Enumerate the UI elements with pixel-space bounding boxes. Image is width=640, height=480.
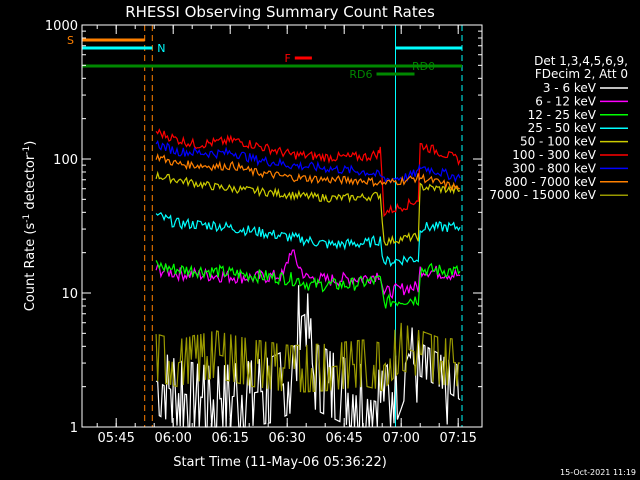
legend-label-7000-15000-kev: 7000 - 15000 keV (489, 188, 596, 202)
legend-label-800-7000-kev: 800 - 7000 keV (505, 175, 597, 189)
x-tick-label: 05:45 (97, 431, 134, 446)
series-line-6-12-kev (155, 249, 461, 300)
series-line-800-7000-kev (155, 153, 461, 191)
x-tick-label: 07:15 (439, 431, 476, 446)
x-tick-label: 06:00 (154, 431, 191, 446)
x-tick-label: 06:15 (211, 431, 248, 446)
legend-label-100-300-kev: 100 - 300 keV (512, 148, 596, 162)
y-label-sup2: -1 (22, 146, 32, 155)
series-line-12-25-kev (155, 260, 461, 309)
legend-label-3-6-kev: 3 - 6 keV (543, 81, 597, 95)
y-tick-label: 10 (61, 287, 78, 302)
legend: Det 1,3,4,5,6,9, FDecim 2, Att 0 3 - 6 k… (489, 54, 628, 202)
x-tick-label: 07:00 (382, 431, 419, 446)
plot-area: S N F RD0 RD6 (67, 25, 463, 428)
y-label-end: ) (23, 141, 38, 146)
y-tick-label: 1 (70, 421, 78, 436)
status-bar-label-rd0: RD0 (412, 60, 435, 73)
footer-timestamp: 15-Oct-2021 11:19 (560, 468, 636, 477)
series-line-7000-15000-kev (155, 322, 461, 393)
legend-header-1: Det 1,3,4,5,6,9, (534, 54, 628, 68)
legend-label-50-100-kev: 50 - 100 keV (520, 135, 597, 149)
x-tick-label: 06:30 (268, 431, 305, 446)
status-bar-label-s: S (67, 34, 74, 47)
plot-frame (81, 24, 483, 428)
y-label-mid: detector (23, 154, 38, 214)
y-label-sup1: -1 (22, 214, 32, 223)
status-bar-label-f: F (284, 52, 290, 65)
y-label-main: Count Rate (s (23, 223, 38, 312)
x-tick-label: 06:45 (325, 431, 362, 446)
series-line-300-800-kev (155, 139, 461, 184)
status-bar-label-n: N (157, 42, 165, 55)
y-tick-label: 1000 (45, 19, 78, 34)
status-bar-label-rd6: RD6 (349, 68, 372, 81)
legend-label-300-800-kev: 300 - 800 keV (512, 161, 596, 175)
legend-header-2: FDecim 2, Att 0 (535, 67, 628, 81)
series-line-50-100-kev (155, 170, 461, 246)
x-axis-label: Start Time (11-May-06 05:36:22) (173, 455, 387, 470)
series-line-25-50-kev (155, 211, 461, 268)
y-tick-label: 100 (53, 153, 78, 168)
legend-label-12-25-kev: 12 - 25 keV (528, 108, 597, 122)
legend-label-25-50-kev: 25 - 50 keV (528, 121, 597, 135)
series-line-100-300-kev (155, 128, 461, 218)
legend-label-6-12-kev: 6 - 12 keV (535, 94, 597, 108)
axes: 05:45 06:00 06:15 06:30 06:45 07:00 07:15 1 10 10… (45, 19, 483, 446)
y-axis-label: Count Rate (s-1 detector-1) (22, 141, 38, 312)
chart-title: RHESSI Observing Summary Count Rates (125, 3, 435, 21)
